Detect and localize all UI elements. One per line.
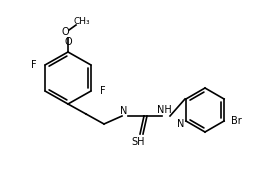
Text: F: F <box>31 60 37 70</box>
Text: N: N <box>177 119 185 129</box>
Text: N: N <box>120 106 128 116</box>
Text: O: O <box>64 37 72 47</box>
Text: F: F <box>100 86 106 96</box>
Text: O: O <box>61 27 69 37</box>
Text: CH₃: CH₃ <box>74 18 90 26</box>
Text: SH: SH <box>131 137 145 147</box>
Text: Br: Br <box>231 116 241 126</box>
Text: NH: NH <box>157 105 171 115</box>
